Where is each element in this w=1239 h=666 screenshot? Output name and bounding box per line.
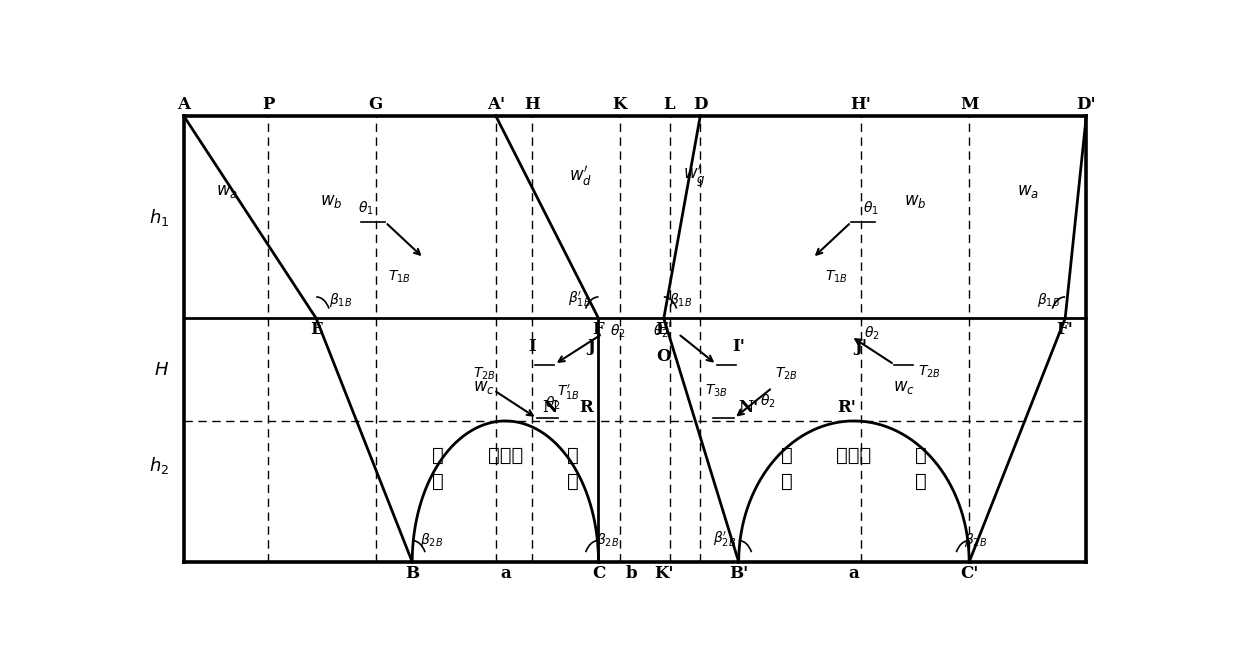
Text: A: A [177, 97, 190, 113]
Text: $H$: $H$ [154, 361, 170, 379]
Text: F': F' [1057, 321, 1074, 338]
Text: $\beta_{2B}$: $\beta_{2B}$ [420, 531, 444, 549]
Text: 侧: 侧 [916, 472, 927, 491]
Text: F: F [592, 321, 605, 338]
Text: $T_{2B}$: $T_{2B}$ [918, 364, 940, 380]
Text: R': R' [838, 399, 856, 416]
Text: I: I [528, 338, 536, 355]
Text: D': D' [1077, 97, 1097, 113]
Text: $T_{2B}$: $T_{2B}$ [776, 366, 798, 382]
Text: J': J' [854, 338, 867, 355]
Text: 后行洞: 后行洞 [836, 446, 871, 465]
Text: J: J [587, 338, 595, 355]
Text: $w_b$: $w_b$ [903, 193, 926, 210]
Text: $T_{1B}'$: $T_{1B}'$ [558, 382, 580, 402]
Text: $\theta_2$: $\theta_2$ [864, 325, 880, 342]
Text: $T_{2B}$: $T_{2B}$ [473, 366, 496, 382]
Text: L: L [664, 97, 675, 113]
Text: G: G [368, 97, 383, 113]
Text: $T_{3B}$: $T_{3B}$ [705, 382, 729, 399]
Text: 侧: 侧 [781, 472, 793, 491]
Text: $w_g'$: $w_g'$ [683, 163, 706, 190]
Text: $w_a$: $w_a$ [216, 183, 238, 200]
Text: $\beta_{1B}$: $\beta_{1B}$ [669, 291, 691, 309]
Text: O: O [657, 348, 672, 364]
Text: $\theta_2$: $\theta_2$ [545, 394, 560, 412]
Text: I': I' [732, 338, 745, 355]
Text: N': N' [738, 399, 760, 416]
Text: H': H' [850, 97, 871, 113]
Text: $\theta_1$: $\theta_1$ [862, 200, 878, 217]
Text: R: R [579, 399, 592, 416]
Text: M: M [960, 97, 979, 113]
Text: 侧: 侧 [566, 472, 579, 491]
Text: $h_1$: $h_1$ [149, 206, 170, 228]
Text: $T_{1B}$: $T_{1B}$ [825, 268, 847, 285]
Text: $\theta_2$: $\theta_2$ [760, 393, 776, 410]
Text: $\beta_{1B}$: $\beta_{1B}$ [1037, 291, 1061, 309]
Text: $T_{1B}$: $T_{1B}$ [388, 268, 411, 285]
Text: $\theta_2$: $\theta_2$ [653, 322, 669, 340]
Text: E: E [310, 321, 322, 338]
Text: N: N [541, 399, 558, 416]
Text: $w_a$: $w_a$ [1017, 183, 1038, 200]
Text: B': B' [729, 565, 748, 581]
Text: $\beta_{1B}'$: $\beta_{1B}'$ [567, 290, 591, 309]
Text: $\beta_{1B}$: $\beta_{1B}$ [328, 291, 352, 309]
Text: $w_c$: $w_c$ [893, 379, 914, 396]
Text: E': E' [655, 321, 673, 338]
Text: 先行洞: 先行洞 [488, 446, 523, 465]
Text: 侧: 侧 [432, 472, 444, 491]
Text: 外: 外 [916, 446, 927, 465]
Text: $w_c$: $w_c$ [473, 379, 496, 396]
Text: 内: 内 [566, 446, 579, 465]
Text: 内: 内 [781, 446, 793, 465]
Text: $h_2$: $h_2$ [149, 456, 170, 476]
Text: $w_d'$: $w_d'$ [569, 164, 592, 188]
Text: D: D [693, 97, 707, 113]
Text: C: C [592, 565, 605, 581]
Text: $\theta_2$: $\theta_2$ [610, 322, 626, 340]
Text: $\beta_{2B}'$: $\beta_{2B}'$ [712, 530, 736, 549]
Text: K': K' [654, 565, 674, 581]
Text: 外: 外 [432, 446, 444, 465]
Text: C': C' [960, 565, 979, 581]
Text: a: a [849, 565, 860, 581]
Text: $\beta_{2B}$: $\beta_{2B}$ [596, 531, 618, 549]
Text: H: H [524, 97, 540, 113]
Text: $\beta_{2B}$: $\beta_{2B}$ [964, 531, 987, 549]
Text: $\theta_1$: $\theta_1$ [358, 200, 374, 217]
Text: K: K [612, 97, 627, 113]
Text: A': A' [487, 97, 504, 113]
Text: P: P [261, 97, 274, 113]
Text: B: B [405, 565, 419, 581]
Text: a: a [501, 565, 510, 581]
Text: $w_b$: $w_b$ [321, 193, 343, 210]
Text: b: b [626, 565, 637, 581]
